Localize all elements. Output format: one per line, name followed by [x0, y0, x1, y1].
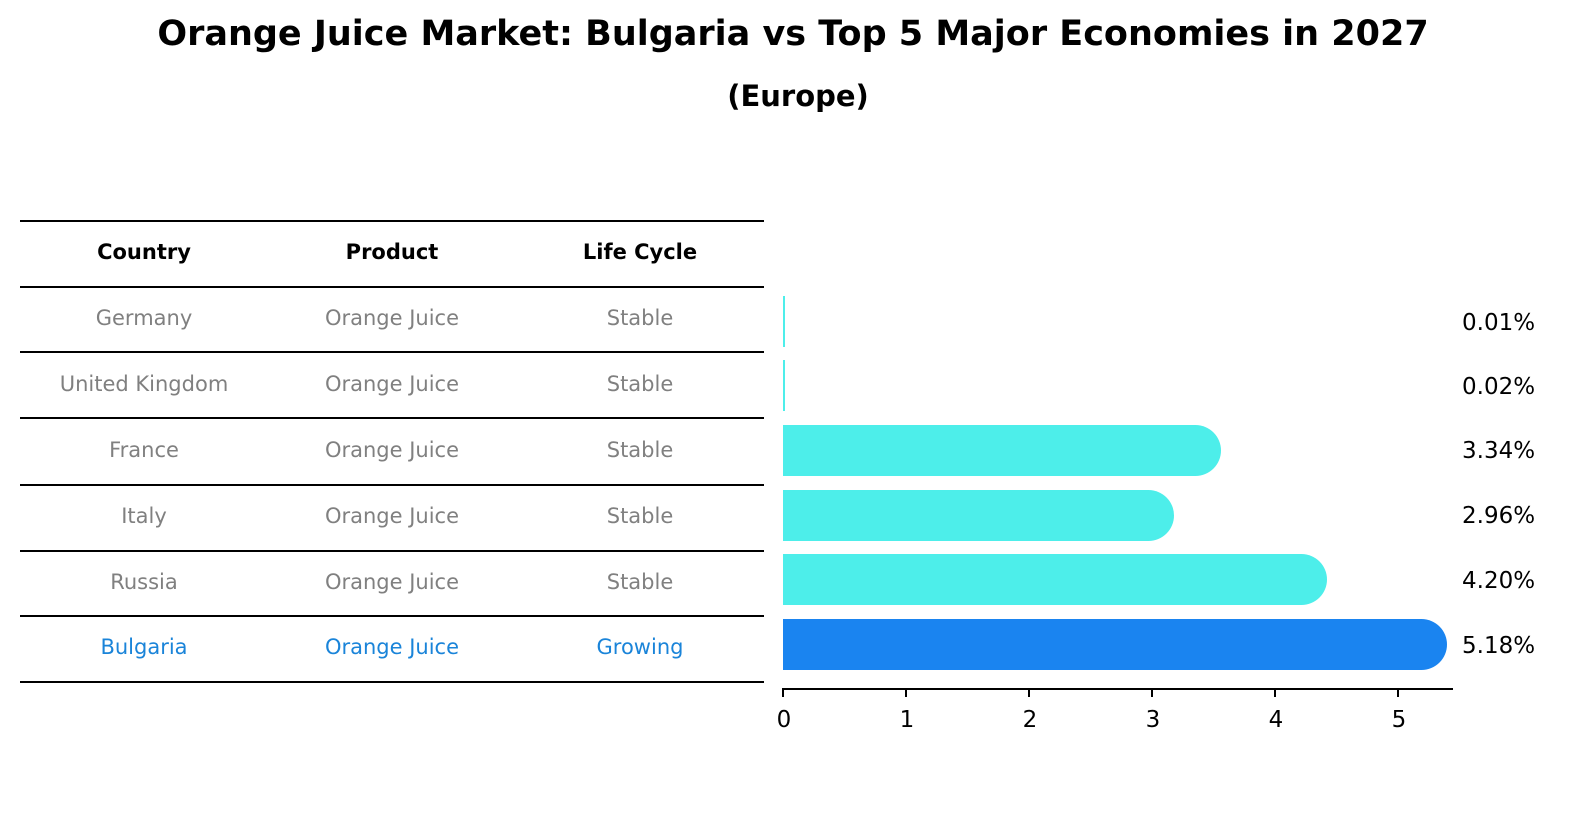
value-label: 0.02% [1462, 374, 1536, 400]
header-life-cycle: Life Cycle [582, 240, 698, 264]
table-rule [20, 417, 764, 419]
cell-life-cycle: Stable [606, 438, 674, 462]
value-label: 3.34% [1462, 438, 1536, 464]
cell-life-cycle: Stable [606, 570, 674, 594]
bar-united-kingdom [783, 360, 785, 411]
x-tick-label: 2 [1022, 707, 1038, 733]
cell-product: Orange Juice [324, 504, 460, 528]
cell-country: Russia [110, 570, 178, 594]
x-tick [782, 688, 784, 697]
x-tick [1397, 688, 1399, 697]
x-tick-label: 0 [776, 707, 792, 733]
cell-life-cycle: Stable [606, 306, 674, 330]
cell-country-highlight: Bulgaria [100, 635, 188, 659]
x-tick-label: 1 [899, 707, 915, 733]
bar-france [783, 425, 1221, 476]
value-label: 0.01% [1462, 310, 1536, 336]
bar-bulgaria [783, 619, 1447, 670]
cell-country: Germany [95, 306, 193, 330]
cell-product: Orange Juice [324, 372, 460, 396]
header-country: Country [97, 240, 191, 264]
table-rule [20, 484, 764, 486]
x-tick-label: 3 [1145, 707, 1161, 733]
table-rule [20, 286, 764, 288]
x-tick [1028, 688, 1030, 697]
value-label: 4.20% [1462, 568, 1536, 594]
bar-germany [783, 296, 785, 347]
cell-life-cycle: Stable [606, 372, 674, 396]
x-tick [1274, 688, 1276, 697]
cell-country: Italy [121, 504, 167, 528]
x-tick-label: 4 [1268, 707, 1284, 733]
table-rule [20, 681, 764, 683]
bar-italy [783, 490, 1174, 541]
value-label: 2.96% [1462, 503, 1536, 529]
table-rule [20, 615, 764, 617]
header-product: Product [345, 240, 439, 264]
cell-life-cycle: Stable [606, 504, 674, 528]
x-tick [1151, 688, 1153, 697]
cell-country: France [109, 438, 179, 462]
chart-title: Orange Juice Market: Bulgaria vs Top 5 M… [157, 14, 1429, 54]
cell-product: Orange Juice [324, 570, 460, 594]
chart-subtitle: (Europe) [727, 79, 869, 113]
value-label: 5.18% [1462, 633, 1536, 659]
cell-product: Orange Juice [324, 438, 460, 462]
table-rule [20, 550, 764, 552]
x-tick [905, 688, 907, 697]
cell-country: United Kingdom [59, 372, 229, 396]
table-rule [20, 220, 764, 222]
x-axis [783, 688, 1453, 690]
bar-russia [783, 554, 1327, 605]
cell-product-highlight: Orange Juice [324, 635, 460, 659]
cell-product: Orange Juice [324, 306, 460, 330]
table-rule [20, 351, 764, 353]
cell-life-cycle-highlight: Growing [596, 635, 684, 659]
x-tick-label: 5 [1391, 707, 1407, 733]
